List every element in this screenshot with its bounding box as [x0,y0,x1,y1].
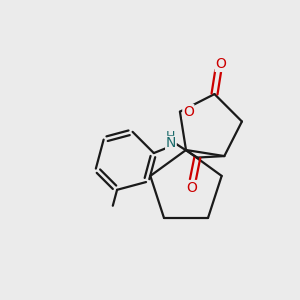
Text: N: N [166,136,176,151]
Text: O: O [187,181,197,195]
Text: O: O [183,105,194,119]
Text: H: H [166,130,176,143]
Text: O: O [215,57,226,71]
